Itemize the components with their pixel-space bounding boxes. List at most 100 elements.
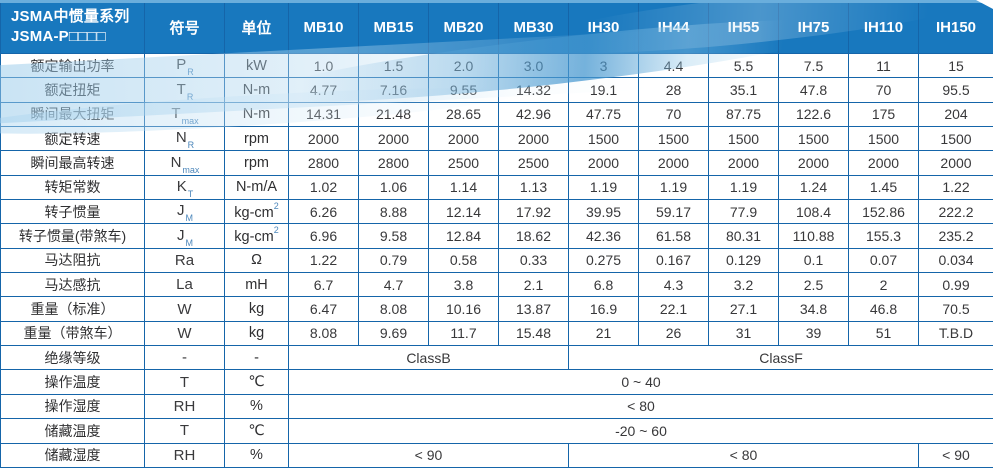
row-symbol: Ra: [144, 247, 225, 274]
spec-value-cell: 0.167: [638, 247, 709, 274]
spec-value-cell: 10.16: [428, 296, 499, 322]
column-header-model: MB10: [288, 0, 359, 54]
row-symbol: NR: [144, 126, 225, 152]
spec-value-cell: ClassF: [568, 345, 993, 371]
spec-value-cell: 21.48: [358, 101, 429, 128]
table-row: 储藏湿度 RH% < 90 < 80 < 90: [0, 442, 993, 468]
row-symbol: -: [144, 345, 225, 371]
row-unit: kg: [224, 320, 289, 347]
table-row: 操作温度 T ℃ 0 ~ 40: [0, 369, 993, 395]
spec-value-cell: 2500: [428, 150, 499, 176]
row-symbol: TR: [144, 77, 225, 103]
spec-value-cell: 6.47: [288, 296, 359, 322]
row-label: 转矩常数: [0, 174, 145, 201]
column-header-model: IH150: [918, 0, 993, 54]
spec-value-cell: 28.65: [428, 101, 499, 128]
spec-value-cell: 152.86: [848, 199, 919, 225]
spec-value-cell: 15.48: [498, 320, 569, 347]
spec-value-cell: < 90: [288, 442, 569, 468]
spec-value-cell: 1.19: [568, 174, 639, 201]
spec-value-cell: 5.5: [708, 52, 779, 79]
table-row: 转子惯量 JM kg-cm2 6.26 8.88 12.14 17.92 39.95 59.17…: [0, 199, 993, 225]
spec-value-cell: 17.92: [498, 199, 569, 225]
row-label: 马达阻抗: [0, 247, 145, 274]
row-unit: N-m: [224, 101, 289, 128]
unit-superscript: 2: [273, 200, 279, 211]
spec-value-cell: 122.6: [778, 101, 849, 128]
symbol-text: J: [177, 226, 185, 244]
column-header-model: MB15: [358, 0, 429, 54]
symbol-subscript: M: [185, 237, 194, 248]
symbol-subscript: T: [187, 188, 194, 199]
spec-value-cell: 39.95: [568, 199, 639, 225]
unit-text: rpm: [244, 155, 269, 172]
table-row: 马达感抗 La mH 6.7 4.7 3.8 2.1 6.8 4.3 3.2 2.5 2 0.99: [0, 272, 993, 298]
spec-value-cell: 2000: [778, 150, 849, 176]
spec-value-cell: 3.2: [708, 272, 779, 298]
symbol-text: T: [179, 422, 190, 440]
row-symbol: RH: [144, 442, 225, 468]
spec-value-cell: 1.19: [708, 174, 779, 201]
table-row: 瞬间最大扭矩 Tmax N-m 14.31 21.48 28.65 42.96 47.75 70…: [0, 101, 993, 128]
spec-value-cell: 9.55: [428, 77, 499, 103]
row-symbol: W: [144, 296, 225, 322]
spec-value-cell: 235.2: [918, 223, 993, 249]
symbol-text: -: [182, 349, 187, 367]
row-symbol: La: [144, 272, 225, 298]
spec-value-cell: 59.17: [638, 199, 709, 225]
spec-value-cell: 204: [918, 101, 993, 128]
spec-value-cell: 47.75: [568, 101, 639, 128]
row-label: 储藏湿度: [0, 442, 145, 468]
row-symbol: T: [144, 369, 225, 395]
column-header-model: IH75: [778, 0, 849, 54]
spec-value-cell: -20 ~ 60: [288, 418, 993, 444]
unit-text: -: [254, 349, 259, 366]
spec-value-cell: 0.33: [498, 247, 569, 274]
symbol-subscript: max: [182, 164, 200, 175]
spec-value-cell: 8.08: [358, 296, 429, 322]
row-unit: N-m/A: [224, 174, 289, 201]
unit-text: N-m: [242, 82, 271, 99]
row-symbol: Tmax: [144, 101, 225, 128]
symbol-text: T: [179, 373, 190, 391]
row-symbol: KT: [144, 174, 225, 201]
symbol-text: N: [170, 153, 182, 171]
spec-value-cell: 2000: [918, 150, 993, 176]
table-row: 绝缘等级 - - ClassB ClassF: [0, 345, 993, 371]
row-unit: kW: [224, 52, 289, 79]
row-label: 操作湿度: [0, 393, 145, 420]
spec-value-cell: 1.0: [288, 52, 359, 79]
spec-value-cell: 1500: [708, 126, 779, 152]
unit-text: ℃: [248, 422, 265, 439]
spec-value-cell: 11.7: [428, 320, 499, 347]
symbol-subscript: R: [187, 67, 194, 78]
symbol-text: N: [175, 129, 187, 147]
spec-value-cell: 1.24: [778, 174, 849, 201]
unit-text: kg-cm: [234, 204, 274, 221]
unit-text: N-m: [242, 106, 271, 123]
unit-text: rpm: [244, 130, 269, 147]
spec-value-cell: 70.5: [918, 296, 993, 322]
spec-value-cell: 21: [568, 320, 639, 347]
row-unit: %: [224, 442, 289, 468]
spec-value-cell: 2000: [358, 126, 429, 152]
table-row: 操作湿度 RH% < 80: [0, 393, 993, 420]
column-header-model: IH55: [708, 0, 779, 54]
spec-value-cell: 95.5: [918, 77, 993, 103]
spec-value-cell: 108.4: [778, 199, 849, 225]
spec-value-cell: 27.1: [708, 296, 779, 322]
spec-value-cell: 1.5: [358, 52, 429, 79]
spec-value-cell: 2.5: [778, 272, 849, 298]
unit-text: ℃: [248, 374, 265, 391]
row-unit: -: [224, 345, 289, 371]
spec-value-cell: 22.1: [638, 296, 709, 322]
spec-value-cell: 6.8: [568, 272, 639, 298]
spec-value-cell: 39: [778, 320, 849, 347]
top-accent-stripe: [0, 0, 993, 3]
spec-value-cell: 18.62: [498, 223, 569, 249]
symbol-text: RH: [173, 397, 196, 415]
row-label: 重量（标准）: [0, 296, 145, 322]
row-label: 马达感抗: [0, 272, 145, 298]
